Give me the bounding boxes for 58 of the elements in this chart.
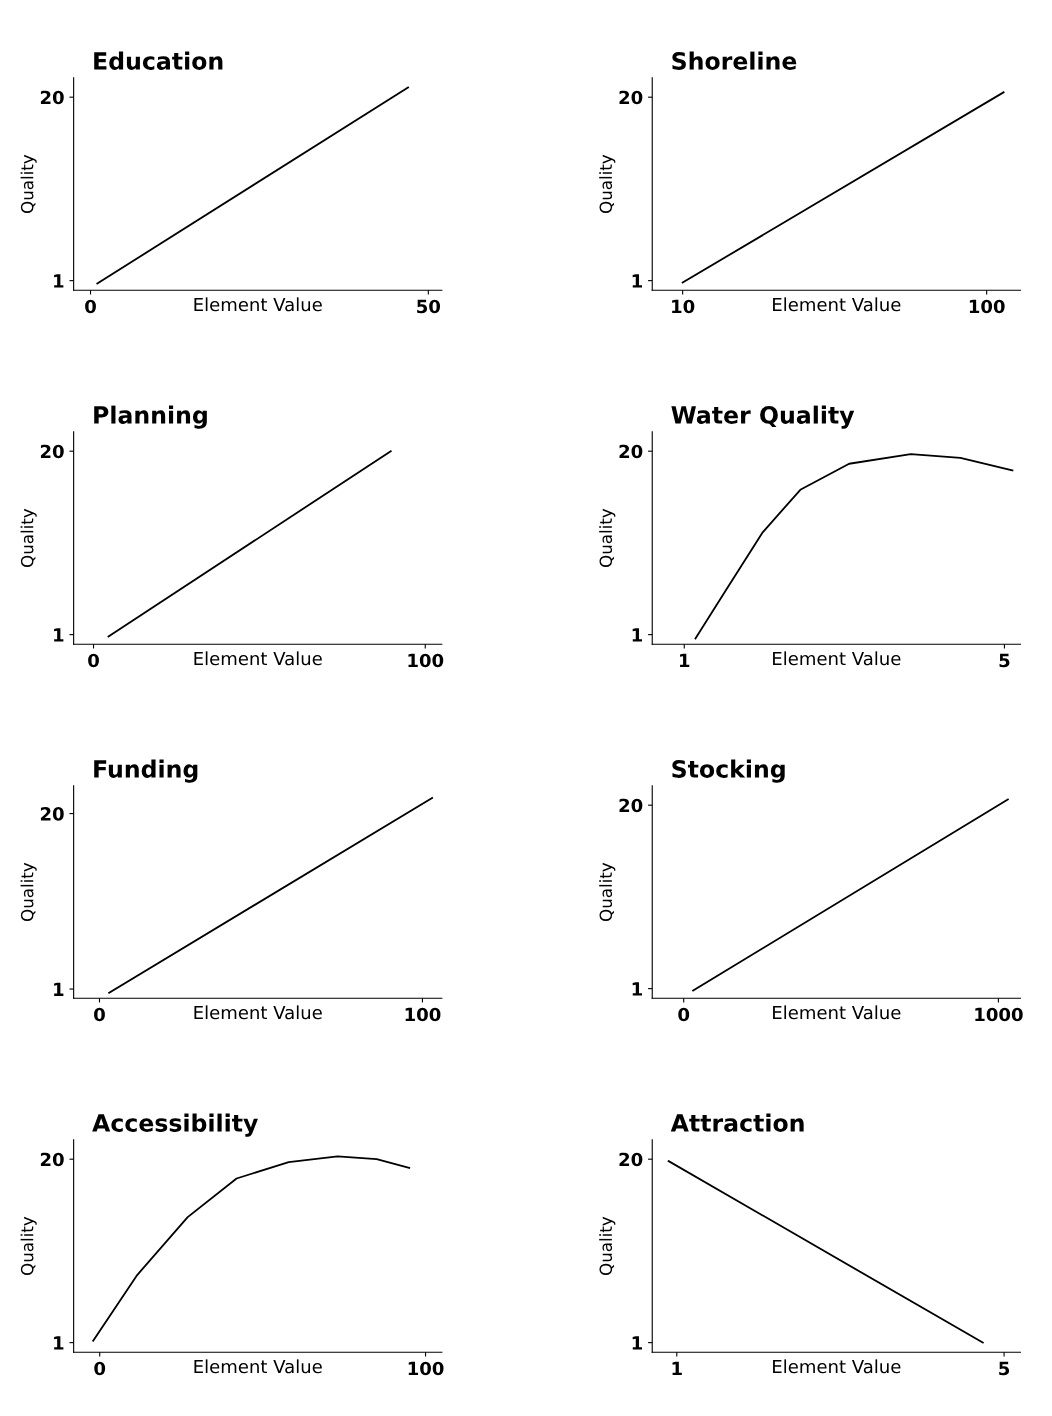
chart-title: Water Quality <box>671 405 855 429</box>
y-tick-label: 1 <box>632 274 642 288</box>
chart-title: Shoreline <box>672 51 797 70</box>
y-axis-title: Quality <box>20 154 37 213</box>
x-tick-label: 1 <box>672 1361 682 1376</box>
chart-title: Stocking <box>672 759 785 783</box>
y-axis-title: Quality <box>599 1216 616 1275</box>
y-tick-label: 20 <box>40 807 64 821</box>
chart-title: Accessibility <box>92 1113 258 1137</box>
x-tick-label: 5 <box>999 653 1010 668</box>
chart-title: Funding <box>94 759 198 783</box>
x-axis-title: Element Value <box>194 1005 322 1020</box>
y-axis-title: Quality <box>20 1216 37 1275</box>
x-tick-label: 10 <box>672 299 695 314</box>
x-tick-label: 100 <box>408 1361 444 1376</box>
y-axis-title: Quality <box>20 862 37 921</box>
x-tick-label: 5 <box>999 1361 1010 1376</box>
x-tick-label: 50 <box>417 299 441 314</box>
x-tick-label: 0 <box>678 1007 690 1022</box>
x-tick-label: 1000 <box>975 1007 1023 1022</box>
x-axis-title: Element Value <box>194 1359 322 1374</box>
x-tick-label: 0 <box>94 1361 106 1376</box>
y-tick-label: 20 <box>619 1152 643 1167</box>
x-tick-label: 1 <box>680 653 690 668</box>
x-tick-label: 100 <box>405 1007 441 1022</box>
x-axis-title: Element Value <box>773 651 901 666</box>
x-tick-label: 100 <box>969 299 1005 314</box>
y-tick-label: 1 <box>632 1336 642 1350</box>
x-axis-title: Element Value <box>773 1005 901 1020</box>
y-tick-label: 1 <box>54 628 64 642</box>
y-tick-label: 20 <box>40 444 64 459</box>
y-axis-title: Quality <box>20 508 37 567</box>
y-tick-label: 1 <box>54 274 64 288</box>
line-series <box>694 453 1014 640</box>
x-tick-label: 0 <box>94 1007 105 1022</box>
x-axis-title: Element Value <box>194 651 322 666</box>
y-tick-label: 1 <box>54 982 64 996</box>
y-tick-label: 1 <box>632 982 642 996</box>
x-axis-title: Element Value <box>194 297 322 312</box>
x-tick-label: 0 <box>85 299 96 314</box>
y-tick-label: 20 <box>619 444 643 459</box>
line-series <box>92 1155 411 1342</box>
y-axis-title: Quality <box>599 508 616 567</box>
y-tick-label: 20 <box>619 798 643 813</box>
y-tick-label: 1 <box>54 1336 64 1350</box>
chart-title: Planning <box>94 405 207 429</box>
y-tick-label: 20 <box>40 1152 64 1167</box>
y-tick-label: 20 <box>619 90 643 105</box>
x-tick-label: 100 <box>408 653 444 668</box>
x-axis-title: Element Value <box>773 1359 901 1374</box>
y-tick-label: 20 <box>40 90 64 105</box>
x-axis-title: Element Value <box>773 297 901 312</box>
y-tick-label: 1 <box>632 628 642 642</box>
chart-title: Education <box>94 51 223 70</box>
chart-title: Attraction <box>670 1113 804 1132</box>
y-axis-title: Quality <box>599 154 616 213</box>
y-axis-title: Quality <box>599 862 616 921</box>
x-tick-label: 0 <box>88 653 99 668</box>
